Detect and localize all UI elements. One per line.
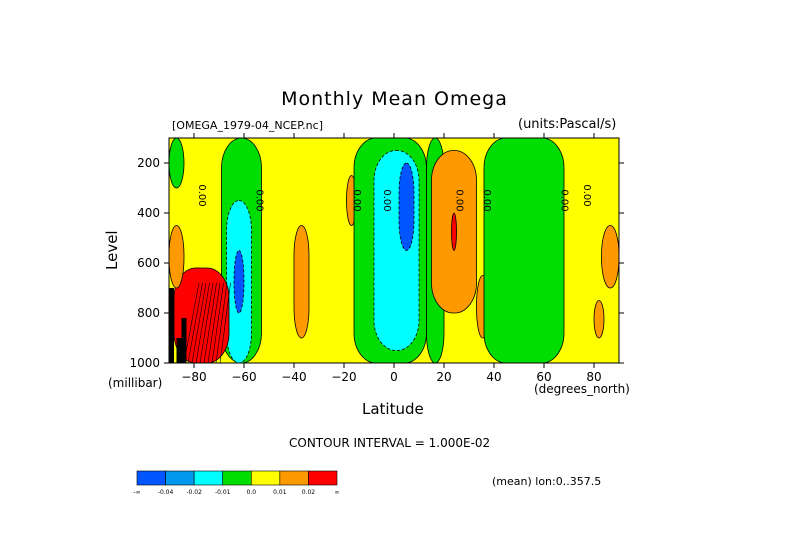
contour-line [199, 282, 214, 363]
colorbar-tick-label: -0.01 [215, 489, 231, 496]
colorbar-swatch [250, 470, 281, 486]
contour-region-red [451, 212, 457, 251]
y-tick-label: 200 [137, 156, 160, 170]
chart-title: Monthly Mean Omega [281, 88, 508, 110]
contour-region-orange [593, 300, 605, 339]
contour-region-green [169, 138, 185, 189]
colorbar-tick-label: 0.02 [302, 489, 316, 496]
colorbar-swatch [193, 470, 224, 486]
colorbar-swatch [279, 470, 309, 486]
contour-region-orange [169, 225, 185, 289]
x-tick-label: −60 [231, 370, 256, 384]
x-tick-label: −80 [181, 370, 206, 384]
missing-data-block [176, 338, 182, 363]
contour-line [211, 282, 224, 363]
contour-line [191, 282, 207, 363]
units-label: (units:Pascal/s) [518, 117, 617, 132]
missing-data-block [169, 288, 174, 363]
contour-label: 0.00 [581, 184, 592, 206]
contour-label: 0.00 [381, 189, 392, 211]
x-tick-label: 0 [390, 370, 398, 384]
colorbar-tick-label: -0.04 [158, 489, 174, 496]
colorbar-tick-label: 0.0 [247, 489, 257, 496]
colorbar-swatch [165, 470, 195, 486]
x-tick-label: 60 [536, 370, 551, 384]
contour-interval-label: CONTOUR INTERVAL = 1.000E-02 [289, 436, 491, 450]
x-axis-label: Latitude [362, 400, 424, 418]
y-axis-unit: (millibar) [108, 376, 163, 390]
x-tick-label: −20 [331, 370, 356, 384]
contour-line [219, 282, 231, 363]
contour-region-green [483, 138, 565, 363]
x-tick-label: −40 [281, 370, 306, 384]
y-tick-label: 1000 [129, 356, 160, 370]
colorbar-swatch [136, 470, 166, 486]
contour-label: 0.00 [254, 189, 265, 211]
contour-label: 0.00 [196, 184, 207, 206]
contour-fill-group [169, 138, 619, 363]
x-tick-label: 20 [436, 370, 451, 384]
missing-data-block [181, 318, 187, 363]
y-tick-label: 600 [137, 256, 160, 270]
contour-label: 0.00 [351, 189, 362, 211]
contour-line [203, 282, 217, 363]
colorbar-tick-label: -0.02 [186, 489, 202, 496]
contour-region-blue [233, 250, 245, 314]
contour-label: 0.00 [481, 189, 492, 211]
contour-line [183, 282, 200, 363]
colorbar-tick-label: 0.01 [273, 489, 287, 496]
contour-region-blue [398, 162, 415, 251]
mean-longitude-note: (mean) lon:0..357.5 [492, 475, 602, 488]
y-tick-label: 800 [137, 306, 160, 320]
x-axis-unit: (degrees_north) [534, 382, 630, 396]
colorbar-tick-label: ∞ [335, 489, 340, 496]
contour-region-orange [293, 225, 310, 339]
contour-label: 0.00 [559, 189, 570, 211]
x-tick-label: 80 [586, 370, 601, 384]
contour-region-orange [601, 225, 619, 289]
contour-line [215, 282, 228, 363]
contour-line [207, 282, 221, 363]
contour-label: 0.00 [454, 189, 465, 211]
contour-line [187, 282, 203, 363]
colorbar-swatch [222, 470, 252, 486]
x-tick-label: 40 [486, 370, 501, 384]
file-name-label: [OMEGA_1979-04_NCEP.nc] [172, 119, 323, 132]
contour-line [195, 282, 210, 363]
colorbar-tick-label: -∞ [133, 489, 140, 496]
y-tick-label: 400 [137, 206, 160, 220]
colorbar-swatch [308, 470, 338, 486]
